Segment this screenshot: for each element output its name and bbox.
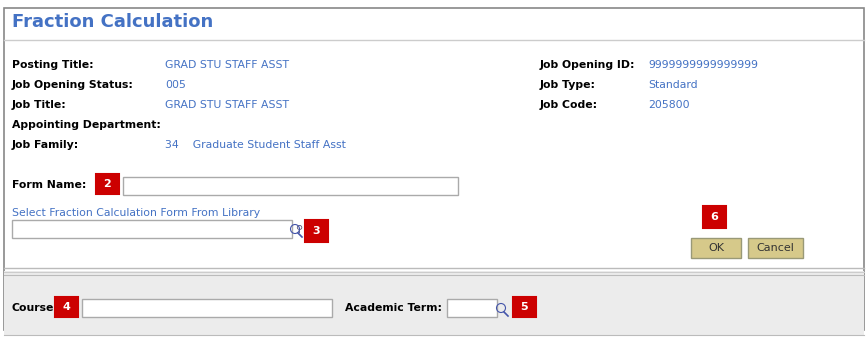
Bar [123, 177, 458, 195]
Text: Appointing Department:: Appointing Department: [12, 120, 161, 130]
Text: Posting Title:: Posting Title: [12, 60, 94, 70]
Text: Job Title:: Job Title: [12, 100, 67, 110]
Bar [447, 299, 497, 317]
Text: 9999999999999999: 9999999999999999 [648, 60, 758, 70]
Bar [513, 297, 536, 317]
Bar [12, 220, 292, 238]
Text: Fraction Calculation: Fraction Calculation [12, 13, 214, 31]
Text: ⚲: ⚲ [295, 224, 302, 234]
Text: 2: 2 [103, 179, 111, 189]
Bar [82, 299, 332, 317]
Text: Job Opening Status:: Job Opening Status: [12, 80, 134, 90]
Text: Cancel: Cancel [756, 243, 794, 253]
Bar [748, 238, 803, 258]
Text: Job Family:: Job Family: [12, 140, 79, 150]
Bar [4, 271, 864, 335]
Text: 005: 005 [165, 80, 186, 90]
Text: GRAD STU STAFF ASST: GRAD STU STAFF ASST [165, 100, 289, 110]
Text: Job Code:: Job Code: [540, 100, 598, 110]
Bar [96, 174, 119, 194]
Text: 205800: 205800 [648, 100, 689, 110]
Text: Academic Term:: Academic Term: [345, 303, 442, 313]
Bar [691, 238, 741, 258]
Bar [55, 297, 78, 317]
Text: 3: 3 [312, 226, 319, 236]
Text: Form Name:: Form Name: [12, 180, 87, 190]
Text: Standard: Standard [648, 80, 698, 90]
Text: Course:: Course: [12, 303, 59, 313]
Bar [703, 206, 726, 228]
Text: 34    Graduate Student Staff Asst: 34 Graduate Student Staff Asst [165, 140, 345, 150]
Text: 5: 5 [520, 302, 528, 312]
Text: 6: 6 [710, 212, 718, 222]
Text: Select Fraction Calculation Form From Library: Select Fraction Calculation Form From Li… [12, 208, 260, 218]
Text: Job Opening ID:: Job Opening ID: [540, 60, 635, 70]
Text: Job Type:: Job Type: [540, 80, 596, 90]
Text: OK: OK [708, 243, 724, 253]
Bar [305, 220, 328, 242]
Text: GRAD STU STAFF ASST: GRAD STU STAFF ASST [165, 60, 289, 70]
Text: 4: 4 [62, 302, 70, 312]
